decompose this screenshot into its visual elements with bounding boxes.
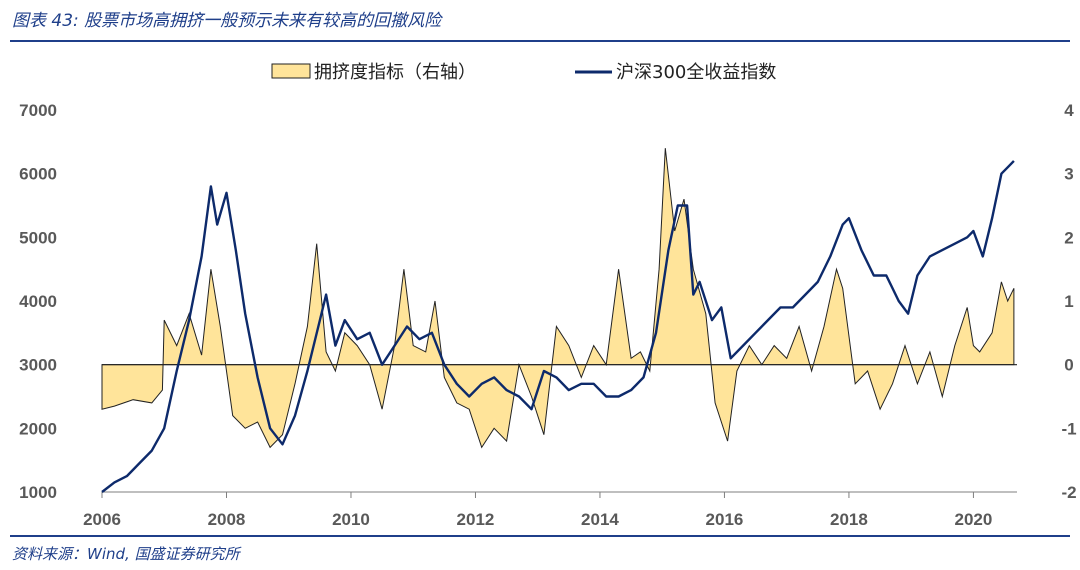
left-axis: 7000 6000 5000 4000 3000 2000 1000 — [19, 101, 57, 502]
source-note: 资料来源：Wind, 国盛证券研究所 — [12, 545, 240, 563]
x-tick-label: 2018 — [830, 510, 868, 529]
top-rule — [10, 40, 1070, 42]
x-tick-label: 2020 — [955, 510, 993, 529]
y-right-tick-label: -2 — [1061, 483, 1076, 502]
x-tick-label: 2006 — [83, 510, 121, 529]
y-right-tick-label: 4 — [1064, 101, 1074, 120]
y-right-tick-label: -1 — [1061, 419, 1076, 438]
x-axis: 2006 2008 2010 2012 2014 2016 2018 2020 — [83, 491, 1017, 529]
y-left-tick-label: 3000 — [19, 356, 57, 375]
bottom-rule — [10, 535, 1070, 537]
y-left-tick-label: 7000 — [19, 101, 57, 120]
y-left-tick-label: 5000 — [19, 228, 57, 247]
legend-label-index: 沪深300全收益指数 — [616, 62, 776, 83]
x-tick-label: 2008 — [208, 510, 246, 529]
y-right-tick-label: 0 — [1064, 356, 1073, 375]
y-right-tick-label: 1 — [1064, 292, 1073, 311]
legend-swatch-crowding — [271, 63, 311, 79]
figure-caption: 图表 43: 股票市场高拥挤一般预示未来有较高的回撤风险 — [12, 11, 442, 31]
x-tick-label: 2014 — [581, 510, 619, 529]
y-right-tick-label: 2 — [1064, 228, 1073, 247]
legend-label-crowding: 拥挤度指标（右轴） — [314, 62, 476, 83]
x-tick-label: 2016 — [706, 510, 744, 529]
y-right-tick-label: 3 — [1064, 165, 1073, 184]
crowding-area-series — [101, 148, 1015, 449]
x-tick-label: 2010 — [332, 510, 370, 529]
y-left-tick-label: 4000 — [19, 292, 57, 311]
csi300-index-line — [101, 160, 1015, 493]
legend: 拥挤度指标（右轴） 沪深300全收益指数 — [271, 62, 776, 83]
y-left-tick-label: 2000 — [19, 419, 57, 438]
plot-area — [101, 148, 1017, 493]
right-axis: 4 3 2 1 0 -1 -2 — [1061, 101, 1076, 502]
x-tick-label: 2012 — [457, 510, 495, 529]
y-left-tick-label: 6000 — [19, 165, 57, 184]
y-left-tick-label: 1000 — [19, 483, 57, 502]
